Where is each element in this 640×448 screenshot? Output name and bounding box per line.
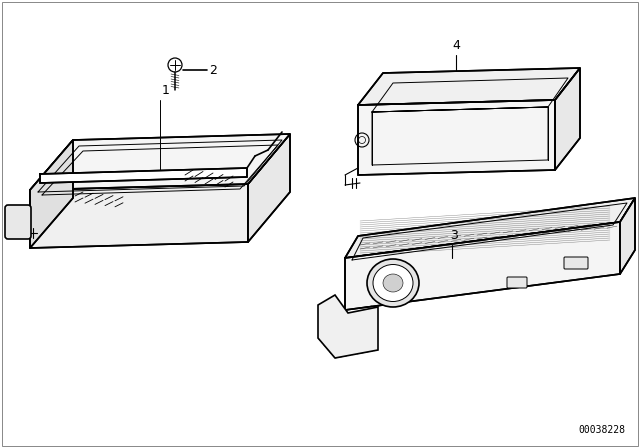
Polygon shape bbox=[345, 222, 620, 310]
Text: 00038228: 00038228 bbox=[578, 425, 625, 435]
Polygon shape bbox=[345, 198, 635, 258]
Ellipse shape bbox=[383, 274, 403, 292]
Polygon shape bbox=[248, 134, 290, 242]
Polygon shape bbox=[358, 68, 580, 105]
Text: 4: 4 bbox=[452, 39, 460, 52]
Polygon shape bbox=[30, 140, 73, 248]
Polygon shape bbox=[30, 134, 290, 190]
FancyBboxPatch shape bbox=[5, 205, 31, 239]
Polygon shape bbox=[555, 68, 580, 170]
Polygon shape bbox=[40, 168, 247, 183]
FancyBboxPatch shape bbox=[507, 277, 527, 288]
Text: 2: 2 bbox=[209, 64, 217, 77]
Polygon shape bbox=[620, 198, 635, 274]
Ellipse shape bbox=[373, 264, 413, 302]
Polygon shape bbox=[318, 295, 378, 358]
Polygon shape bbox=[358, 100, 555, 175]
Text: 3: 3 bbox=[450, 229, 458, 242]
Polygon shape bbox=[30, 184, 248, 248]
FancyBboxPatch shape bbox=[564, 257, 588, 269]
Text: 1: 1 bbox=[162, 84, 170, 97]
Ellipse shape bbox=[367, 259, 419, 307]
